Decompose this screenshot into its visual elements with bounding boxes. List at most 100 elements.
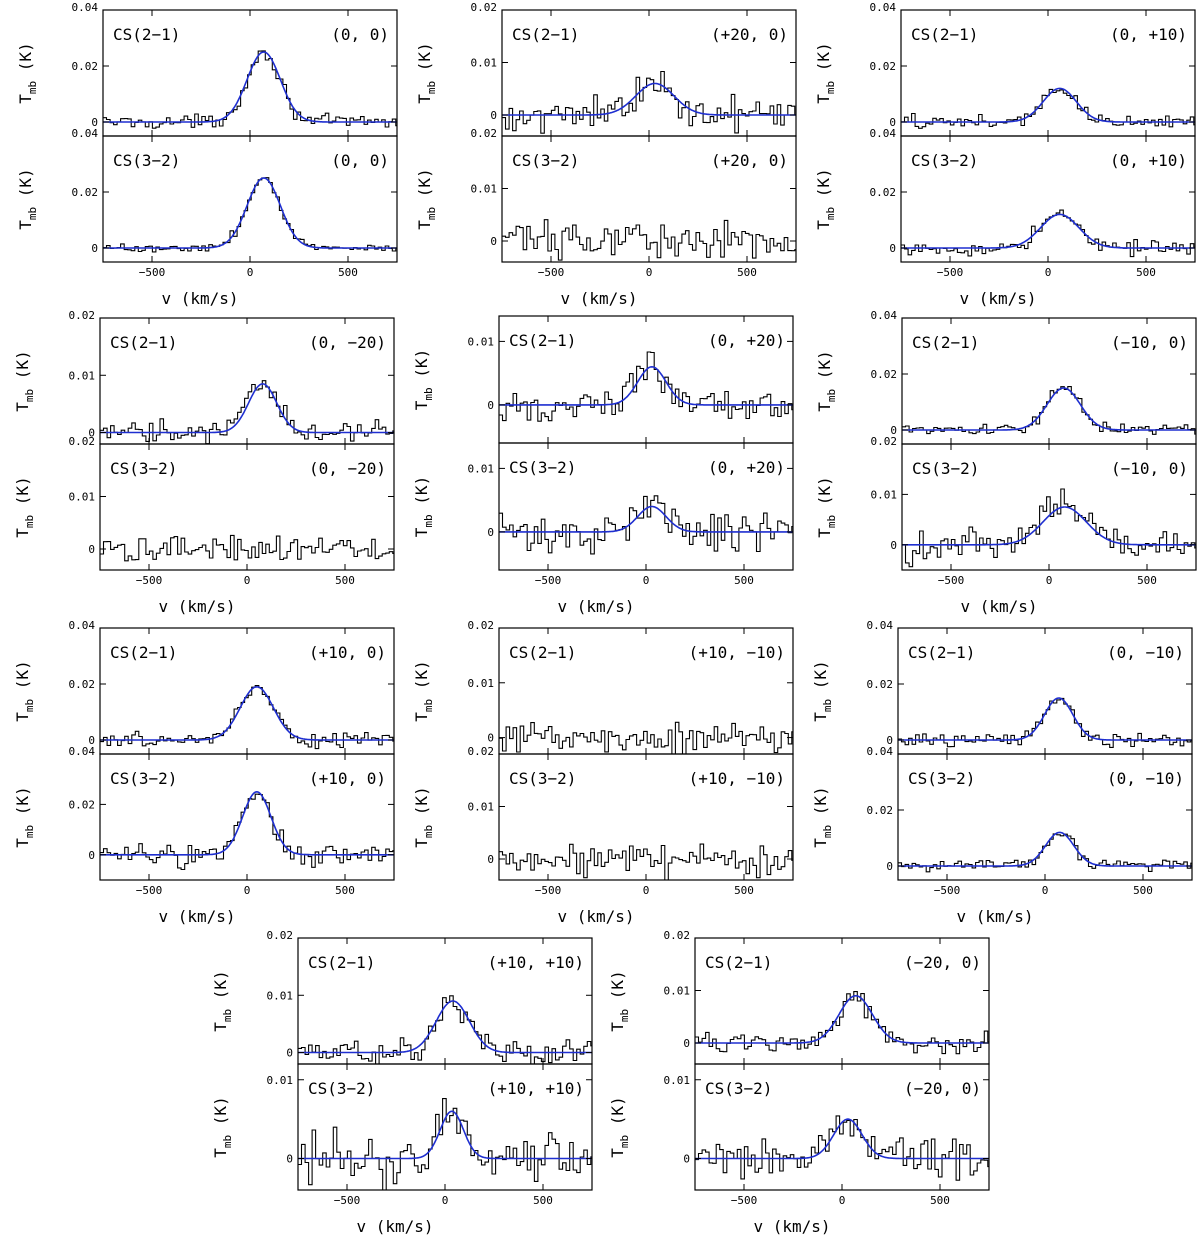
y-axis-label: Tmb (K) — [16, 42, 39, 103]
panel-cs32: −500 0 500 0 0.01 CS(3−2) (0, +20) Tmb (K) — [412, 442, 794, 587]
y-axis-label: Tmb (K) — [13, 786, 36, 847]
panel-cs32: −500 0 500 0 0.02 0.04 CS(3−2) (+10, 0) Tmb (K) — [13, 745, 395, 897]
x-tick-label: 0 — [247, 266, 254, 279]
y-axis-label-sub: mb — [821, 699, 834, 712]
line-label: CS(3−2) — [509, 769, 576, 788]
line-label: CS(3−2) — [705, 1079, 772, 1098]
observed-spectrum — [902, 386, 1196, 435]
observed-spectrum — [695, 1115, 989, 1181]
y-axis-label-sub: mb — [23, 389, 36, 402]
y-tick-label: 0.01 — [471, 183, 498, 196]
y-tick-label: 0 — [683, 1153, 690, 1166]
y-axis-label-sub: mb — [824, 207, 837, 220]
line-label: CS(2−1) — [110, 333, 177, 352]
y-axis-label-main: T — [608, 1022, 627, 1032]
gaussian-fit — [695, 995, 989, 1044]
x-axis-label: v (km/s) — [753, 1217, 830, 1236]
line-label: CS(3−2) — [110, 459, 177, 478]
y-tick-label: 0.04 — [867, 619, 894, 632]
x-axis-label: v (km/s) — [158, 907, 235, 926]
gaussian-fit — [695, 1118, 989, 1160]
y-tick-label: 0 — [886, 734, 893, 747]
y-tick-label: 0 — [889, 242, 896, 255]
line-label: CS(3−2) — [113, 151, 180, 170]
x-axis-label: v (km/s) — [158, 597, 235, 616]
y-axis-label: Tmb (K) — [814, 42, 837, 103]
x-tick-label: −500 — [535, 884, 562, 897]
y-tick-label: 0.01 — [468, 462, 495, 475]
y-axis-label-unit: (K) — [412, 349, 431, 388]
y-axis-label-unit: (K) — [13, 660, 32, 699]
y-axis-label-unit: (K) — [815, 350, 834, 389]
y-tick-label: 0.02 — [471, 127, 498, 140]
position-block: 0 0.01 0.02 CS(2−1) (+20, 0) Tmb (K) −500 0 500 0… — [415, 1, 797, 308]
x-tick-label: −500 — [334, 1194, 361, 1207]
panel-cs21: 0 0.02 0.04 CS(2−1) (0, +10) Tmb (K) — [814, 1, 1196, 137]
x-axis-label: v (km/s) — [560, 289, 637, 308]
y-axis-label-unit: (K) — [608, 970, 627, 1009]
y-axis-label-main: T — [13, 838, 32, 848]
panel-cs32: −500 0 500 0 0.01 0.02 CS(3−2) (−10, 0) Tmb (K) — [815, 435, 1197, 587]
y-tick-label: 0.04 — [871, 309, 898, 322]
y-axis-label-unit: (K) — [16, 168, 35, 207]
y-axis-label-sub: mb — [23, 515, 36, 528]
x-tick-label: 0 — [1045, 266, 1052, 279]
y-axis-label: Tmb (K) — [811, 660, 834, 721]
gaussian-fit — [298, 1110, 592, 1160]
y-tick-label: 0.04 — [69, 745, 96, 758]
y-tick-label: 0 — [88, 849, 95, 862]
x-tick-label: 500 — [1133, 884, 1153, 897]
x-tick-label: 0 — [643, 574, 650, 587]
y-tick-label: 0.01 — [468, 677, 495, 690]
y-axis-label-main: T — [608, 1148, 627, 1158]
y-tick-label: 0 — [286, 1153, 293, 1166]
y-axis-label-sub: mb — [26, 81, 39, 94]
x-axis-label: v (km/s) — [960, 597, 1037, 616]
y-tick-label: 0.02 — [867, 678, 894, 691]
observed-spectrum — [298, 995, 592, 1064]
offset-label: (0, +10) — [1110, 151, 1187, 170]
y-tick-label: 0 — [487, 732, 494, 745]
y-axis-label-sub: mb — [618, 1009, 631, 1022]
offset-label: (−10, 0) — [1111, 333, 1188, 352]
y-tick-label: 0 — [683, 1037, 690, 1050]
y-tick-label: 0 — [88, 734, 95, 747]
offset-label: (+10, +10) — [488, 1079, 584, 1098]
y-tick-label: 0 — [490, 109, 497, 122]
y-tick-label: 0.01 — [468, 801, 495, 814]
y-axis-label-sub: mb — [425, 81, 438, 94]
y-tick-label: 0 — [487, 853, 494, 866]
y-tick-label: 0 — [890, 539, 897, 552]
y-axis-label-unit: (K) — [815, 476, 834, 515]
panel-cs21: 0 0.01 CS(2−1) (0, +20) Tmb (K) — [412, 315, 794, 444]
y-tick-label: 0.02 — [69, 309, 96, 322]
panel-cs21: 0 0.01 0.02 CS(2−1) (+10, −10) Tmb (K) — [412, 619, 794, 755]
gaussian-fit — [100, 383, 394, 434]
x-tick-label: −500 — [731, 1194, 758, 1207]
y-axis-label-main: T — [211, 1022, 230, 1032]
x-axis-label: v (km/s) — [161, 289, 238, 308]
panel-cs21: 0 0.02 0.04 CS(2−1) (0, 0) Tmb (K) — [16, 1, 398, 137]
x-tick-label: −500 — [938, 574, 965, 587]
y-tick-label: 0 — [88, 427, 95, 440]
line-label: CS(2−1) — [113, 25, 180, 44]
y-tick-label: 0.02 — [871, 435, 898, 448]
y-axis-label: Tmb (K) — [811, 786, 834, 847]
offset-label: (−20, 0) — [904, 1079, 981, 1098]
y-axis-label: Tmb (K) — [608, 1096, 631, 1157]
y-axis-label-unit: (K) — [814, 42, 833, 81]
y-axis-label-unit: (K) — [811, 660, 830, 699]
position-block: 0 0.02 0.04 CS(2−1) (0, −10) Tmb (K) −500 0 500 0… — [811, 619, 1193, 926]
position-block: 0 0.01 0.02 CS(2−1) (+10, −10) Tmb (K) −500 0 50… — [412, 619, 794, 926]
y-axis-label-sub: mb — [825, 389, 838, 402]
gaussian-fit — [103, 51, 397, 123]
position-block: 0 0.01 0.02 CS(2−1) (0, −20) Tmb (K) −500 0 500 0… — [13, 309, 395, 616]
y-axis-label-unit: (K) — [13, 476, 32, 515]
y-axis-label: Tmb (K) — [16, 168, 39, 229]
line-label: CS(2−1) — [908, 643, 975, 662]
observed-spectrum — [901, 88, 1195, 129]
x-tick-label: 500 — [1137, 574, 1157, 587]
gaussian-fit — [898, 697, 1192, 741]
x-tick-label: 0 — [244, 884, 251, 897]
panel-cs21: 0 0.02 0.04 CS(2−1) (+10, 0) Tmb (K) — [13, 619, 395, 755]
